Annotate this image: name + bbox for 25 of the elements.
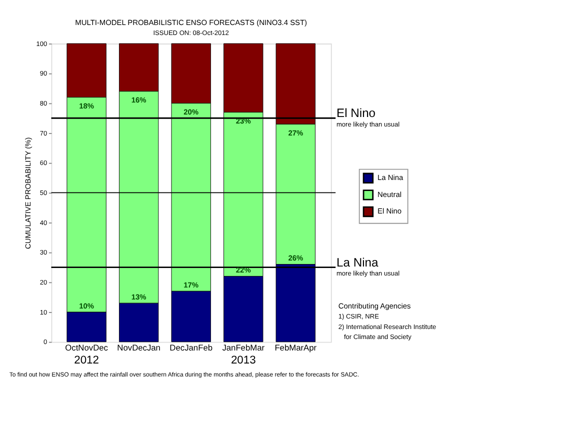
data-label: 20% [184, 107, 199, 116]
text: Contributing Agencies [338, 301, 412, 310]
x-tick-label: JanFebMar [222, 342, 265, 353]
data-label: 18% [79, 101, 94, 110]
data-label: 17% [184, 280, 199, 290]
data-label: 10% [79, 301, 94, 310]
text: 2012 [74, 354, 99, 366]
data-label: 27% [288, 128, 304, 138]
legend-label: Neutral [378, 190, 402, 199]
x-tick-label: OctNovDec [65, 342, 108, 353]
x-tick-label: NovDecJan [117, 342, 161, 353]
text: 2013 [230, 354, 256, 366]
data-label: 26% [288, 254, 304, 263]
data-label: 13% [131, 292, 147, 302]
ref-line-label: El Nino [336, 106, 376, 120]
chart-title: MULTI-MODEL PROBABILISTIC ENSO FORECASTS (NINO3.4 SST) [75, 18, 308, 27]
y-axis-title: CUMULATIVE PROBABILITY (%) [24, 136, 33, 250]
x-tick-label: FebMarApr [274, 342, 317, 353]
data-label: 16% [131, 95, 147, 104]
data-label: 22% [236, 265, 252, 274]
legend-label: El Nino [378, 206, 402, 216]
legend-label: La Nina [378, 173, 404, 182]
x-tick-label: DecJanFeb [170, 342, 213, 353]
ref-line-label: La Nina [336, 255, 379, 270]
data-label: 23% [236, 116, 252, 126]
